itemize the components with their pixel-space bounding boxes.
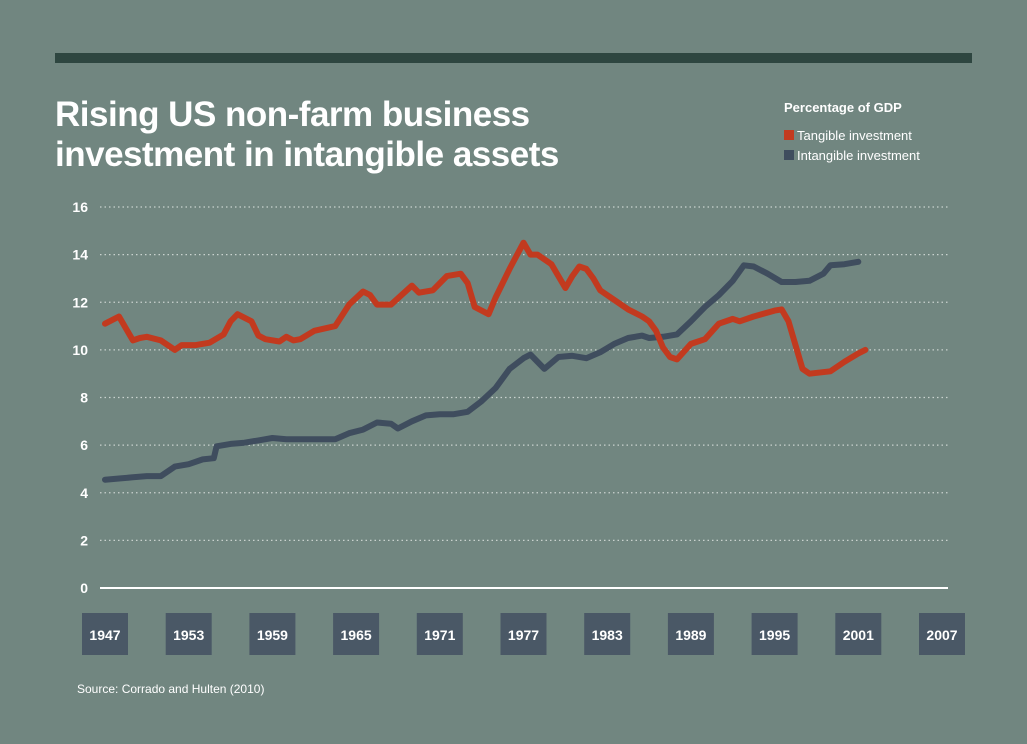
x-tick-label-1953: 1953 [173,627,204,643]
x-tick-label-2007: 2007 [926,627,957,643]
y-tick-label-10: 10 [72,342,88,358]
x-tick-box-2007 [919,613,965,655]
y-tick-label-14: 14 [72,247,88,263]
legend-label-intangible: Intangible investment [797,147,920,163]
x-tick-box-1983 [584,613,631,655]
x-tick-label-1977: 1977 [508,627,539,643]
y-tick-label-2: 2 [80,532,88,548]
x-tick-label-1965: 1965 [341,627,372,643]
legend-item-tangible: Tangible investment [784,125,920,145]
legend-item-intangible: Intangible investment [784,145,920,165]
x-tick-box-1995 [751,613,798,655]
y-tick-label-6: 6 [80,437,88,453]
series-line-tangible-investment [102,239,869,377]
legend-swatch-intangible [784,150,794,160]
y-tick-label-12: 12 [72,294,88,310]
x-tick-box-1989 [667,613,714,655]
x-tick-label-1947: 1947 [89,627,120,643]
y-tick-label-0: 0 [80,580,88,596]
legend: Percentage of GDP Tangible investment In… [784,100,920,165]
top-divider-bar [55,53,972,63]
chart-title-line-2: investment in intangible assets [55,135,559,174]
y-tick-label-8: 8 [80,390,88,406]
legend-label-tangible: Tangible investment [797,127,912,143]
legend-swatch-tangible [784,130,794,140]
x-tick-box-1959 [249,613,296,655]
x-tick-label-1971: 1971 [424,627,455,643]
x-tick-box-1977 [500,613,547,655]
legend-title: Percentage of GDP [784,100,902,115]
series-line-intangible-investment [102,258,862,483]
x-tick-box-1965 [333,613,380,655]
x-tick-box-1947 [82,613,128,655]
x-tick-box-2001 [835,613,882,655]
y-tick-label-16: 16 [72,199,88,215]
x-tick-label-1989: 1989 [675,627,706,643]
chart-title: Rising US non-farm business investment i… [55,95,559,175]
x-tick-label-1995: 1995 [759,627,790,643]
x-tick-box-1953 [165,613,212,655]
y-tick-label-4: 4 [80,485,88,501]
chart-title-line-1: Rising US non-farm business [55,95,530,134]
x-tick-label-1959: 1959 [257,627,288,643]
x-tick-label-1983: 1983 [592,627,623,643]
x-tick-box-1971 [416,613,463,655]
x-tick-label-2001: 2001 [843,627,874,643]
source-note: Source: Corrado and Hulten (2010) [77,682,265,696]
